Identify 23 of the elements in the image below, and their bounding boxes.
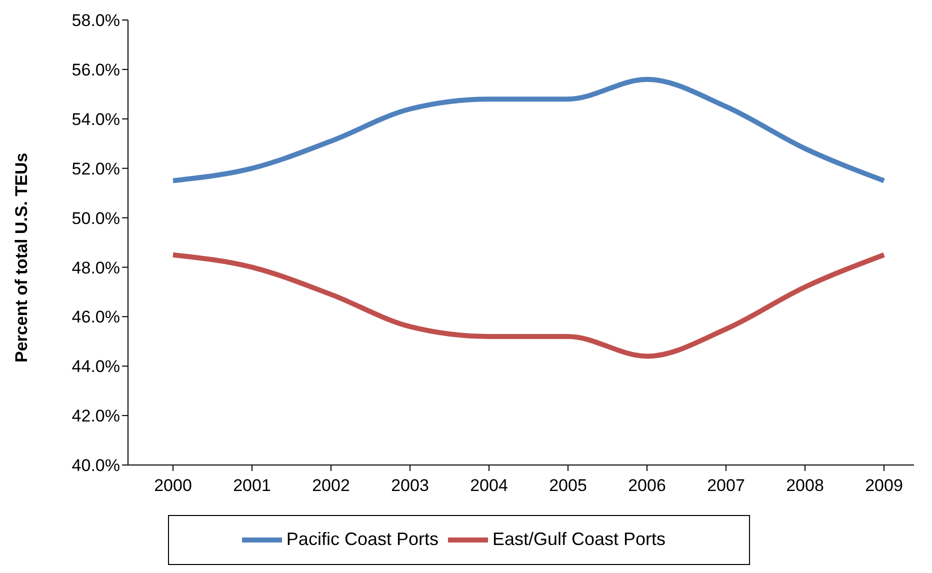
x-tick-label: 2002: [312, 476, 350, 496]
x-tick-label: 2005: [549, 476, 587, 496]
x-tick-label: 2009: [865, 476, 903, 496]
x-tick-label: 2008: [786, 476, 824, 496]
x-tick-label: 2006: [628, 476, 666, 496]
y-tick-label: 56.0%: [72, 60, 120, 80]
x-tick-label: 2000: [154, 476, 192, 496]
y-tick-label: 40.0%: [72, 456, 120, 476]
y-axis-title: Percent of total U.S. TEUs: [12, 152, 32, 362]
y-tick-label: 58.0%: [72, 11, 120, 30]
y-tick-label: 50.0%: [72, 208, 120, 228]
legend-label: East/Gulf Coast Ports: [492, 528, 666, 549]
y-tick-label: 52.0%: [72, 159, 120, 178]
x-tick-label: 2001: [233, 476, 271, 496]
y-tick-label: 46.0%: [72, 308, 120, 327]
y-tick-label: 48.0%: [72, 258, 120, 278]
legend-label: Pacific Coast Ports: [286, 528, 438, 549]
y-tick-label: 54.0%: [72, 110, 120, 129]
x-tick-label: 2003: [391, 476, 429, 496]
y-tick-label: 44.0%: [72, 357, 120, 376]
x-tick-label: 2007: [707, 476, 745, 496]
y-tick-label: 42.0%: [72, 406, 120, 426]
x-tick-label: 2004: [470, 476, 508, 496]
